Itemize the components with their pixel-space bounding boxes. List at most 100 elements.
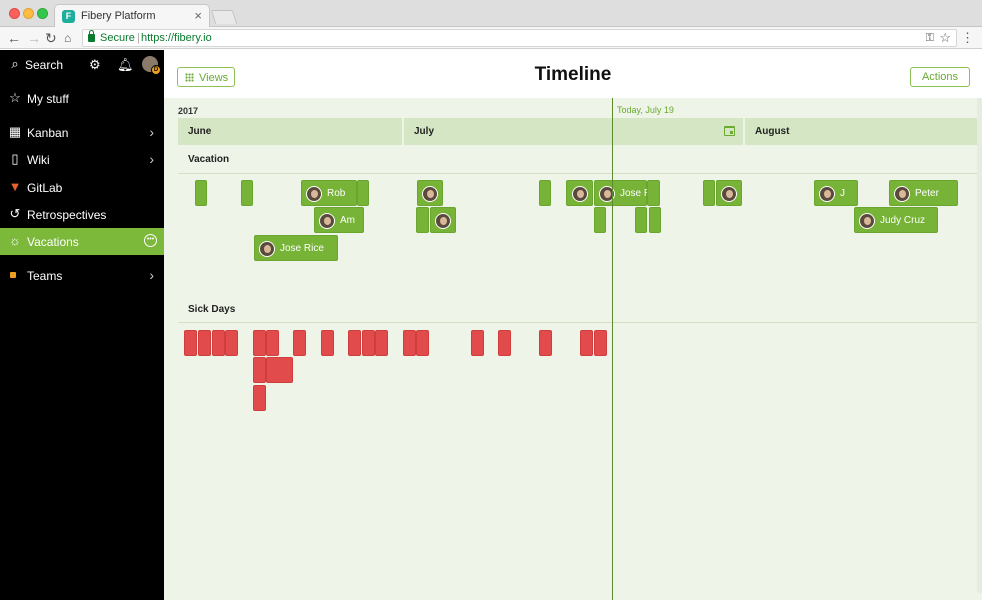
vacation-bar[interactable]: Am [314,207,364,233]
sick-day-bar[interactable] [580,330,593,356]
chevron-right-icon[interactable]: › [149,267,154,283]
vacation-bar[interactable]: Peter [889,180,958,206]
sick-day-bar[interactable] [416,330,429,356]
vacation-name: Jose Rice [280,243,324,254]
vacation-bar[interactable]: Rob [301,180,357,206]
avatar [819,186,835,202]
vacation-name: Peter [915,188,939,199]
calendar-icon[interactable] [724,126,735,136]
sick-day-bar[interactable] [266,357,293,383]
main-content: Views Timeline Actions 2017 Today, July … [164,50,982,600]
sidebar-item-kanban[interactable]: ▦ Kanban › [0,119,164,146]
views-button[interactable]: Views [177,67,235,87]
vacation-bar[interactable] [647,180,660,206]
actions-button[interactable]: Actions [910,67,970,87]
reload-icon[interactable]: ↻ [45,30,57,46]
section-label-sick-days: Sick Days [188,304,236,315]
vacation-bar[interactable] [417,180,443,206]
sick-day-bar[interactable] [184,330,197,356]
vacation-bar[interactable]: Jose Rice [254,235,338,261]
sick-day-bar[interactable] [266,330,279,356]
bell-icon[interactable]: 🔔︎ [117,57,134,72]
vacation-bar[interactable] [430,207,456,233]
more-options-icon[interactable]: ••• [144,234,157,247]
sidebar-search[interactable]: ⌕ Search [0,51,164,78]
chevron-right-icon[interactable]: › [149,151,154,167]
month-label: June [188,126,212,137]
bookmark-star-icon[interactable]: ☆ [939,30,951,45]
sidebar-item-my-stuff[interactable]: ☆ My stuff [0,85,164,112]
sidebar-item-label: My stuff [27,92,69,106]
sick-day-bar[interactable] [403,330,416,356]
section-label-vacation: Vacation [188,154,230,165]
browser-menu-icon[interactable]: ⋮ [961,30,974,45]
star-icon: ☆ [9,90,21,105]
vacation-bar[interactable] [703,180,715,206]
key-icon[interactable]: ⚿ [925,32,934,44]
address-bar[interactable]: Secure | https://fibery.io ⚿ ☆ [82,29,957,47]
sick-day-bar[interactable] [293,330,306,356]
sick-day-bar[interactable] [321,330,334,356]
maximize-window-button[interactable] [37,8,48,19]
avatar [306,186,322,202]
sick-day-bar[interactable] [225,330,238,356]
vacation-bar[interactable] [539,180,551,206]
vacation-bar[interactable]: Judy Cruz [854,207,938,233]
sick-day-bar[interactable] [212,330,225,356]
vacation-bar[interactable] [594,207,606,233]
vacation-bar[interactable] [716,180,742,206]
vacation-bar[interactable] [649,207,661,233]
vacation-bar[interactable] [241,180,253,206]
avatar [259,241,275,257]
sidebar-item-retrospectives[interactable]: ↺ Retrospectives [0,201,164,228]
vacation-bar[interactable]: Jose R [594,180,651,206]
back-arrow-icon[interactable]: ← [7,30,21,46]
timeline-canvas[interactable]: 2017 Today, July 19 June July August Vac… [164,98,982,600]
scrollbar[interactable] [977,98,982,593]
section-divider [178,173,982,174]
vacation-bar[interactable] [357,180,369,206]
sick-day-bar[interactable] [253,357,266,383]
browser-tab[interactable]: F Fibery Platform × [54,4,210,28]
sick-day-bar[interactable] [362,330,375,356]
sidebar-item-label: GitLab [27,181,63,195]
sick-day-bar[interactable] [375,330,388,356]
sick-day-bar[interactable] [471,330,484,356]
tab-close-icon[interactable]: × [194,8,202,23]
section-divider [178,322,982,323]
home-icon[interactable]: ⌂ [64,31,72,45]
close-window-button[interactable] [9,8,20,19]
today-marker-line [612,98,613,600]
gear-icon[interactable]: ⚙ [89,57,101,72]
gitlab-icon: ▼ [8,179,22,194]
avatar [859,213,875,229]
fibery-favicon-icon: F [62,10,75,23]
sick-day-bar[interactable] [498,330,511,356]
sick-day-bar[interactable] [594,330,607,356]
vacation-bar[interactable] [566,180,593,206]
sidebar-item-wiki[interactable]: ▯ Wiki › [0,146,164,173]
sick-day-bar[interactable] [253,330,266,356]
search-label: Search [25,58,64,72]
vacation-bar[interactable]: J [814,180,858,206]
sidebar-item-vacations[interactable]: ☼ Vacations ••• [0,228,164,255]
forward-arrow-icon[interactable]: → [27,30,41,46]
minimize-window-button[interactable] [23,8,34,19]
sick-day-bar[interactable] [198,330,211,356]
vacation-bar[interactable] [195,180,207,206]
sun-icon: ☼ [9,233,21,248]
sidebar-item-gitlab[interactable]: ▼ GitLab [0,174,164,201]
kanban-icon: ▦ [8,124,22,139]
new-tab-button[interactable] [210,10,238,24]
vacation-bar[interactable] [416,207,429,233]
sick-day-bar[interactable] [253,385,266,411]
vacation-bar[interactable] [635,207,647,233]
sidebar-item-label: Teams [27,269,63,283]
sidebar-item-teams[interactable]: Teams › [0,262,164,289]
sick-day-bar[interactable] [348,330,361,356]
chevron-right-icon[interactable]: › [149,124,154,140]
sick-day-bar[interactable] [539,330,552,356]
avatar [721,186,737,202]
url-text: https://fibery.io [141,32,212,44]
vacation-name: Am [340,215,355,226]
